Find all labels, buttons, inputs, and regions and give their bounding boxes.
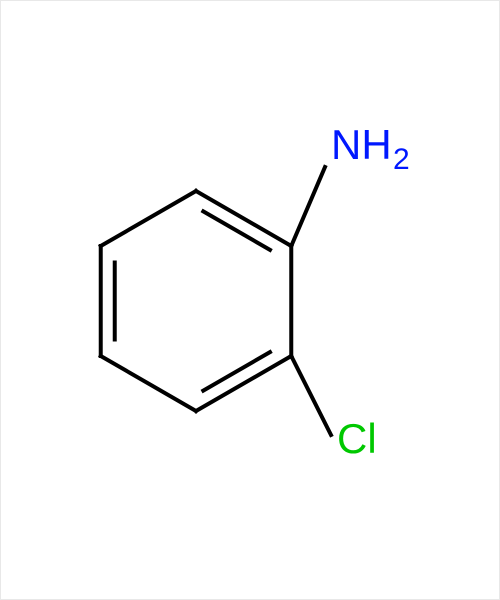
bond-line	[196, 191, 291, 246]
molecule-svg: NH2 Cl	[1, 1, 500, 600]
bond-line	[291, 167, 325, 246]
bond-line	[203, 352, 270, 391]
atom-label: 2	[393, 143, 410, 176]
atom-label: NH	[331, 121, 392, 168]
bond-line	[196, 356, 291, 411]
atom-label: Cl	[337, 415, 377, 462]
bond-line	[101, 356, 196, 411]
bond-line	[291, 356, 331, 435]
structure-canvas: NH2 Cl	[0, 0, 500, 600]
bond-line	[203, 211, 270, 250]
bond-line	[101, 191, 196, 246]
